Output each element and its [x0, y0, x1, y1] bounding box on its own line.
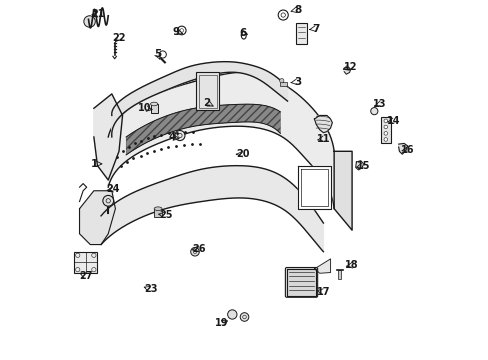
- Text: 24: 24: [105, 184, 119, 194]
- Bar: [154, 209, 162, 217]
- Circle shape: [383, 119, 387, 123]
- Bar: [279, 82, 286, 86]
- Text: 23: 23: [143, 284, 157, 294]
- Text: 26: 26: [191, 244, 205, 254]
- Text: 17: 17: [317, 287, 330, 297]
- Text: 10: 10: [138, 103, 151, 113]
- Text: 3: 3: [293, 77, 301, 87]
- Text: 7: 7: [311, 24, 319, 34]
- Text: 19: 19: [214, 319, 227, 328]
- Bar: [338, 270, 341, 279]
- Text: 1: 1: [91, 159, 98, 169]
- Text: 18: 18: [345, 260, 358, 270]
- Polygon shape: [314, 116, 332, 133]
- Text: 25: 25: [159, 210, 172, 220]
- Bar: [198, 75, 217, 108]
- Polygon shape: [355, 161, 363, 170]
- Polygon shape: [344, 67, 350, 74]
- Circle shape: [83, 16, 95, 27]
- Text: 21: 21: [91, 9, 105, 19]
- Text: 16: 16: [400, 144, 413, 154]
- Circle shape: [383, 125, 387, 129]
- Polygon shape: [314, 259, 330, 273]
- Circle shape: [102, 195, 113, 206]
- Circle shape: [279, 78, 284, 83]
- Text: 11: 11: [316, 134, 329, 144]
- Polygon shape: [94, 94, 122, 180]
- Text: 6: 6: [239, 28, 246, 38]
- Text: 13: 13: [372, 99, 386, 109]
- Ellipse shape: [150, 102, 158, 106]
- Text: 12: 12: [343, 62, 356, 72]
- Polygon shape: [101, 166, 323, 252]
- Text: 5: 5: [153, 49, 161, 59]
- Ellipse shape: [154, 207, 162, 211]
- Circle shape: [227, 310, 237, 319]
- Text: 8: 8: [293, 5, 301, 15]
- Polygon shape: [398, 143, 407, 154]
- FancyBboxPatch shape: [285, 267, 317, 297]
- Text: 20: 20: [236, 149, 249, 159]
- Bar: [74, 252, 97, 273]
- Text: 15: 15: [356, 161, 369, 171]
- Text: 22: 22: [112, 33, 125, 43]
- Bar: [380, 117, 390, 143]
- Polygon shape: [298, 166, 330, 209]
- Text: 14: 14: [386, 116, 399, 126]
- Polygon shape: [108, 72, 333, 209]
- Text: 4: 4: [168, 132, 175, 142]
- Polygon shape: [333, 151, 351, 230]
- Bar: [196, 72, 219, 111]
- Polygon shape: [80, 191, 115, 244]
- Circle shape: [370, 108, 377, 115]
- Polygon shape: [126, 104, 280, 155]
- Polygon shape: [111, 62, 287, 137]
- Text: 27: 27: [79, 271, 93, 281]
- Circle shape: [383, 132, 387, 135]
- Circle shape: [190, 247, 199, 256]
- Text: 9: 9: [172, 27, 179, 36]
- Circle shape: [383, 138, 387, 141]
- Bar: [296, 23, 306, 44]
- Bar: [150, 104, 158, 113]
- Text: 2: 2: [203, 98, 210, 108]
- Circle shape: [175, 131, 184, 140]
- Circle shape: [240, 313, 248, 321]
